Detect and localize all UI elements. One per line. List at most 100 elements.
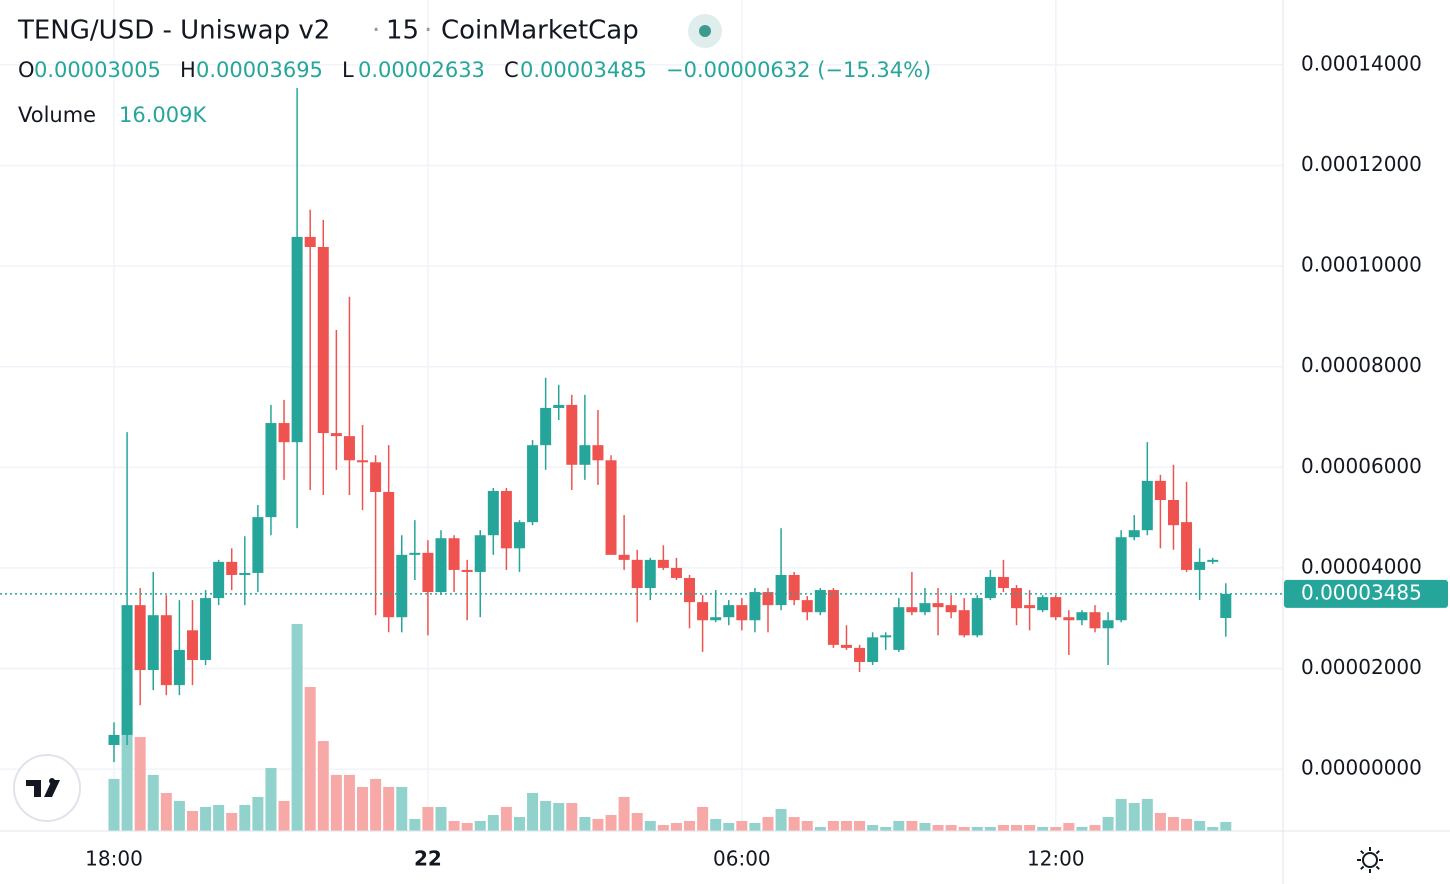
candle-body (971, 598, 983, 636)
candle-body (1115, 537, 1127, 621)
candle-body (592, 445, 604, 461)
axes: 0.00000000 0.00002000 0.00004000 0.00006000… (85, 51, 1448, 871)
volume-bar (527, 792, 539, 831)
candle-body (330, 433, 342, 437)
ohlc-legend: O 0.00003005 H 0.00003695 L 0.00002633 C 0.0000… (18, 58, 931, 82)
volume-bar (487, 814, 499, 831)
candle-body (670, 567, 682, 578)
candle-body (775, 574, 787, 606)
volume-bar (1167, 816, 1179, 831)
x-tick-label: 18:00 (85, 847, 143, 871)
candle-body (631, 559, 643, 589)
volume-bar (1141, 798, 1153, 831)
volume-bar (370, 778, 382, 831)
volume-bar (383, 786, 395, 831)
candle-body (160, 615, 172, 686)
volume-bar (631, 813, 643, 831)
candle-body (343, 436, 355, 461)
candle-body (200, 598, 212, 660)
volume-bar (1207, 827, 1219, 831)
candle-body (357, 460, 369, 463)
candle-body (749, 592, 761, 621)
candle-body (762, 592, 774, 606)
volume-bar (749, 823, 761, 831)
volume-bar (788, 816, 800, 831)
candle-body (827, 590, 839, 645)
settings-icon[interactable] (1357, 847, 1383, 873)
candle-body (1194, 561, 1206, 570)
volume-bar (723, 823, 735, 831)
volume-bar (317, 741, 329, 831)
volume-bar (1102, 816, 1114, 831)
volume-legend-value: 16.009K (119, 103, 207, 127)
y-tick-label: 0.00000000 (1301, 756, 1422, 780)
volume-bar (1024, 824, 1036, 831)
volume-bar (121, 689, 133, 831)
volume-bar (657, 824, 669, 831)
y-tick-label: 0.00014000 (1301, 51, 1422, 75)
candle-body (723, 605, 735, 618)
volume-bar (448, 820, 460, 831)
candle-body (108, 734, 120, 745)
candle-body (644, 559, 656, 589)
candle-body (265, 423, 277, 518)
volume-bar (422, 806, 434, 831)
volume-bar (932, 824, 944, 831)
volume-bar (252, 796, 264, 831)
candle-body (448, 538, 460, 570)
candle-body (134, 605, 146, 671)
candle-body (1089, 612, 1101, 629)
candle-body (958, 610, 970, 636)
candle-body (527, 445, 539, 523)
candle-body (291, 236, 303, 443)
x-tick-label: 06:00 (713, 847, 771, 871)
candle-body (566, 404, 578, 465)
volume-bar (1154, 813, 1166, 831)
y-tick-label: 0.00008000 (1301, 353, 1422, 377)
volume-bar (906, 820, 918, 831)
volume-bar (670, 823, 682, 831)
volume-bar (435, 806, 447, 831)
candle-body (173, 649, 185, 686)
ohlc-value: 0.00003005 (34, 58, 161, 82)
candle-body (945, 605, 957, 613)
volume-bar (697, 806, 709, 831)
volume-bar (1050, 827, 1062, 831)
candle-body (618, 554, 630, 560)
volume-bar (409, 818, 421, 831)
candle-body (186, 630, 198, 660)
volume-bar (827, 820, 839, 831)
candle-body (1154, 480, 1166, 501)
volume-bar (1011, 824, 1023, 831)
volume-bar (396, 786, 408, 831)
volume-bar (775, 808, 787, 831)
y-tick-label: 0.00004000 (1301, 554, 1422, 578)
volume-bar (330, 774, 342, 831)
volume-bar (1037, 827, 1049, 831)
separator: · (372, 16, 380, 46)
volume-bar (291, 624, 303, 831)
x-tick-label: 12:00 (1027, 847, 1085, 871)
volume-bar (971, 827, 983, 831)
candle-body (487, 490, 499, 536)
volume-bar (200, 806, 212, 831)
volume-bar (108, 778, 120, 831)
candle-body (605, 460, 617, 555)
symbol: TENG/USD - Uniswap v2 (17, 16, 330, 46)
logo[interactable] (13, 754, 81, 822)
volume-pane (108, 624, 1232, 831)
volume-bar (1194, 820, 1206, 831)
ohlc-letter: C (504, 58, 519, 82)
volume-bar (173, 800, 185, 831)
volume-bar (134, 737, 146, 831)
volume-bar (1115, 798, 1127, 831)
volume-bar (147, 774, 159, 831)
candle-body (736, 605, 748, 621)
logo-mark (26, 780, 60, 797)
volume-bar (239, 804, 251, 831)
volume-bar (160, 792, 172, 831)
candle-body (893, 607, 905, 650)
candle-body (932, 603, 944, 608)
last-price-badge (1284, 579, 1448, 608)
